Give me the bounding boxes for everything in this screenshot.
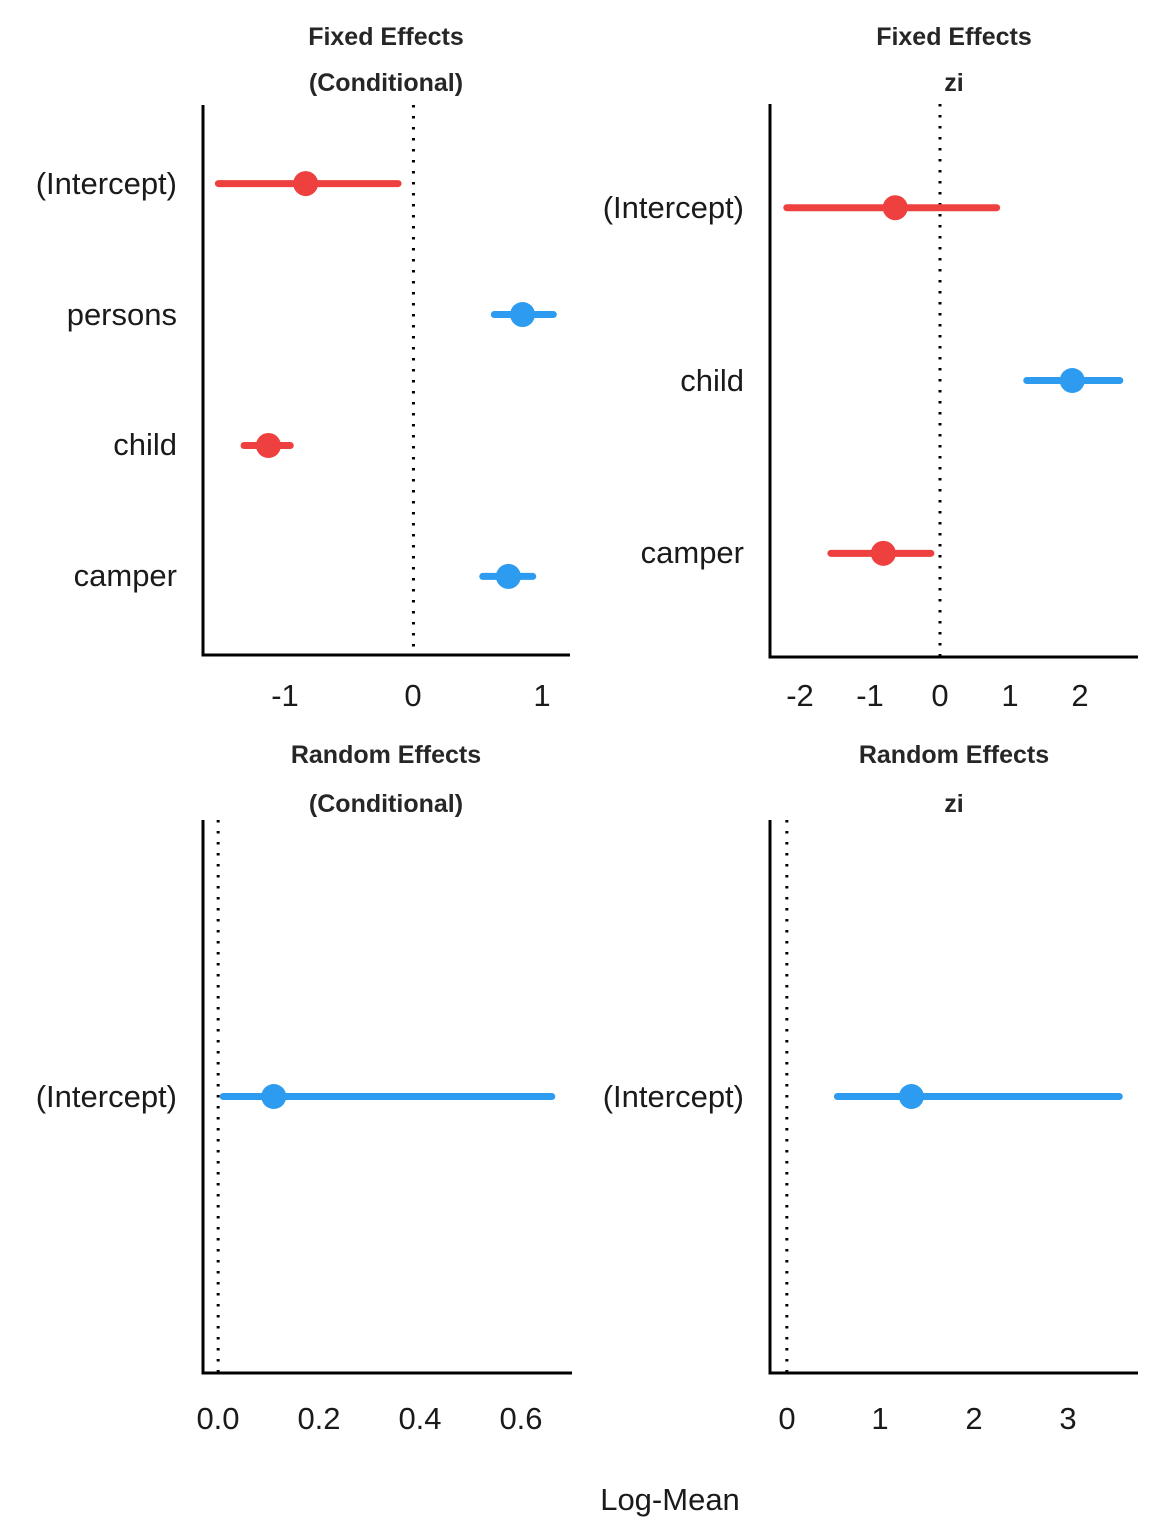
panel-subtitle-fixed-zi: zi [944,69,964,97]
x-tick-label: 0 [404,678,422,713]
y-axis-label: child [680,363,744,398]
estimate-point [882,195,908,221]
x-tick-label: 0 [931,678,949,713]
estimate-point [261,1084,287,1109]
x-tick-label: 0.6 [499,1401,543,1436]
x-tick-label: 3 [1059,1401,1077,1436]
y-axis-label: camper [73,558,177,593]
y-axis-label: (Intercept) [602,190,744,225]
x-tick-label: 1 [533,678,551,713]
y-axis-label: (Intercept) [602,1079,744,1114]
estimate-point [255,432,281,458]
x-tick-label: 0 [778,1401,796,1436]
estimate-point [870,540,896,566]
x-axis-title: Log-Mean [600,1482,740,1517]
y-axis-label: (Intercept) [35,166,177,201]
panel-title-fixed-conditional: Fixed Effects [308,23,464,51]
y-axis-label: child [113,427,177,462]
x-tick-label: 2 [1071,678,1089,713]
x-tick-label: 1 [871,1401,889,1436]
estimate-point [1059,368,1085,393]
y-axis-label: persons [66,297,177,332]
panel-subtitle-fixed-conditional: (Conditional) [308,69,464,97]
x-tick-label: 0.4 [398,1401,442,1436]
x-tick-label: -1 [271,678,299,713]
x-tick-label: 2 [965,1401,983,1436]
x-tick-label: -1 [856,678,884,713]
panel-title-fixed-zi: Fixed Effects [876,23,1032,51]
estimate-point [510,302,536,328]
estimate-point [293,171,319,197]
x-tick-label: 0.0 [196,1401,240,1436]
y-axis-label: (Intercept) [35,1079,177,1114]
panel-title-random-zi: Random Effects [858,741,1050,769]
x-tick-label: -2 [786,678,814,713]
x-tick-label: 1 [1001,678,1019,713]
estimate-point [495,563,521,589]
panel-subtitle-random-zi: zi [944,790,964,818]
panel-subtitle-random-conditional: (Conditional) [308,790,464,818]
y-axis-label: camper [640,535,744,570]
estimate-point [898,1084,924,1109]
x-tick-label: 0.2 [297,1401,341,1436]
panel-title-random-conditional: Random Effects [290,741,482,769]
